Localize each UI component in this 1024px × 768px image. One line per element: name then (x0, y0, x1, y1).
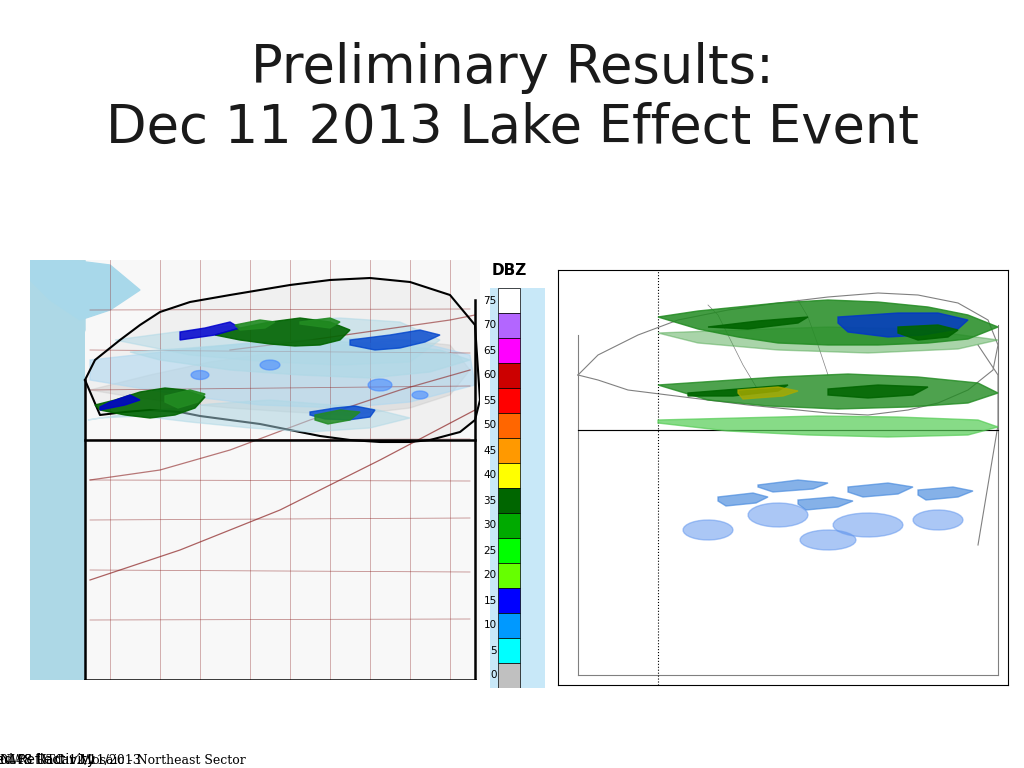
Polygon shape (658, 374, 998, 409)
Polygon shape (300, 318, 340, 328)
Text: 15: 15 (483, 595, 497, 605)
Polygon shape (683, 520, 733, 540)
Text: 30: 30 (483, 521, 497, 531)
Bar (499, 588, 520, 613)
Bar (499, 413, 520, 438)
Bar (499, 288, 520, 313)
Polygon shape (758, 480, 828, 492)
Text: 60: 60 (483, 370, 497, 380)
Polygon shape (918, 487, 973, 500)
Bar (499, 638, 520, 663)
Text: 25: 25 (483, 545, 497, 555)
Polygon shape (738, 387, 798, 399)
Polygon shape (658, 327, 998, 353)
Polygon shape (658, 300, 998, 345)
Polygon shape (90, 340, 470, 415)
Polygon shape (412, 391, 428, 399)
Polygon shape (369, 379, 392, 391)
Text: 50: 50 (483, 421, 497, 431)
Text: 70: 70 (483, 320, 497, 330)
Polygon shape (688, 385, 788, 396)
Polygon shape (350, 330, 440, 350)
Bar (499, 563, 520, 588)
Polygon shape (800, 530, 856, 550)
Bar (499, 513, 520, 538)
Polygon shape (898, 325, 958, 340)
Text: 45: 45 (483, 445, 497, 455)
Text: 40: 40 (483, 471, 497, 481)
Polygon shape (115, 318, 440, 365)
Polygon shape (85, 440, 475, 680)
Polygon shape (30, 260, 85, 400)
Text: 20: 20 (483, 571, 497, 581)
Polygon shape (234, 320, 275, 330)
Text: 0448 UTC 12/11/2013: 0448 UTC 12/11/2013 (0, 754, 141, 767)
Text: DBZ: DBZ (492, 263, 527, 278)
Polygon shape (90, 338, 475, 408)
Polygon shape (215, 318, 350, 346)
Text: 35: 35 (483, 495, 497, 505)
Polygon shape (88, 400, 410, 432)
Bar (499, 438, 520, 463)
Text: 10: 10 (483, 621, 497, 631)
Text: 0: 0 (490, 670, 497, 680)
Polygon shape (838, 313, 968, 337)
Polygon shape (30, 260, 140, 320)
Polygon shape (718, 493, 768, 506)
Polygon shape (708, 317, 808, 329)
Bar (499, 613, 520, 638)
Polygon shape (310, 406, 375, 420)
Bar (499, 363, 520, 388)
Bar (499, 463, 520, 488)
Bar (499, 338, 520, 363)
Text: 65: 65 (483, 346, 497, 356)
Polygon shape (260, 360, 280, 370)
Polygon shape (100, 395, 140, 410)
Bar (499, 663, 520, 688)
Polygon shape (913, 510, 963, 530)
Polygon shape (85, 278, 480, 442)
Polygon shape (130, 340, 470, 378)
Bar (85, 260, 480, 680)
Polygon shape (798, 497, 853, 510)
Polygon shape (315, 410, 360, 424)
Text: WRF Simulated Reflectivity: WRF Simulated Reflectivity (0, 753, 95, 767)
Polygon shape (749, 503, 808, 527)
Text: Preliminary Results:: Preliminary Results: (251, 42, 773, 94)
Polygon shape (834, 513, 903, 537)
Polygon shape (828, 385, 928, 398)
Polygon shape (848, 483, 913, 497)
Polygon shape (180, 322, 240, 340)
Bar (499, 313, 520, 338)
Text: NWS Radar Mosaic - Northeast Sector: NWS Radar Mosaic - Northeast Sector (0, 754, 246, 767)
Bar (499, 488, 520, 513)
Polygon shape (95, 388, 205, 418)
Polygon shape (191, 370, 209, 379)
Text: 5: 5 (489, 645, 497, 656)
Polygon shape (30, 360, 80, 420)
Text: 75: 75 (483, 296, 497, 306)
Bar (499, 538, 520, 563)
Text: 55: 55 (483, 396, 497, 406)
Text: Dec 11 2013 Lake Effect Event: Dec 11 2013 Lake Effect Event (105, 102, 919, 154)
Polygon shape (165, 390, 205, 408)
Polygon shape (658, 416, 998, 437)
Bar (499, 388, 520, 413)
